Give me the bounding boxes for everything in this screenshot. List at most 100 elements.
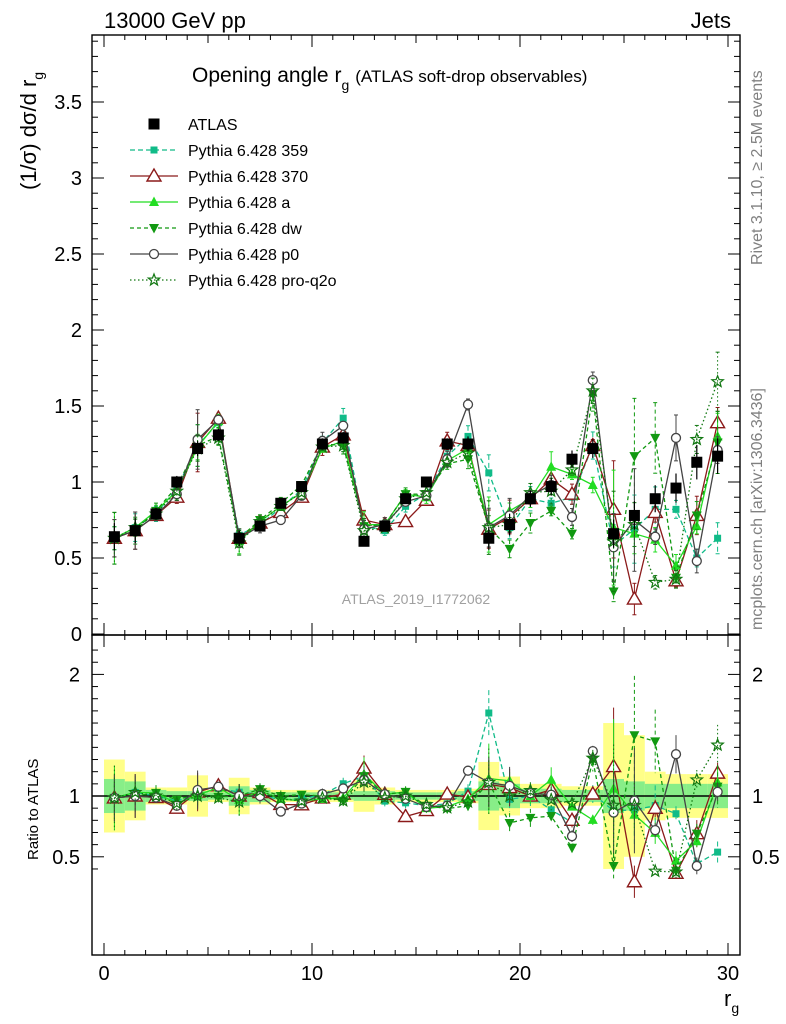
series-pp0 [109, 371, 723, 582]
ratio-point-pq2o [107, 790, 122, 805]
ratio-series-layer [106, 675, 726, 898]
x-tick-label: 20 [509, 963, 531, 985]
main-series-layer [106, 351, 726, 616]
point-pq2o [419, 484, 434, 499]
point-atlas [108, 531, 120, 543]
point-pp0 [566, 511, 578, 523]
series-atlas [108, 428, 724, 551]
ratio-point-pq2o [689, 772, 705, 787]
point-atlas [379, 520, 391, 532]
legend: ATLAS Pythia 6.428 359 Pythia 6.428 370 Pyt… [130, 117, 337, 290]
ratio-point-pq2o [481, 774, 497, 789]
point-atlas [504, 519, 516, 531]
ratio-point-pq2o [419, 796, 434, 811]
y-tick-label-main: 1.5 [54, 396, 82, 418]
point-atlas [358, 535, 370, 547]
legend-label-p359: Pythia 6.428 359 [188, 143, 308, 160]
ratio-point-pq2o [710, 737, 725, 752]
point-atlas [670, 482, 682, 494]
point-pq2o [564, 462, 580, 477]
point-pq2o [460, 445, 476, 460]
series-line-pp0 [114, 380, 719, 562]
ratio-point-pp0 [691, 860, 702, 872]
point-atlas [608, 528, 620, 540]
point-atlas [712, 450, 724, 462]
ratio-point-pdw [608, 862, 619, 872]
legend-label-pa: Pythia 6.428 a [188, 195, 290, 212]
ratio-series-pp0 [109, 735, 723, 875]
ratio-point-pp0 [670, 749, 682, 760]
main-y-axis-label: (1/σ) dσ/d rg [16, 72, 46, 190]
y-tick-label-ratio-right: 2 [752, 664, 763, 686]
point-pq2o [169, 483, 185, 498]
y-tick-label-main: 3 [71, 168, 82, 190]
legend-item-pa: Pythia 6.428 a [130, 195, 290, 212]
point-atlas [400, 493, 412, 505]
y-tick-label-main: 2 [71, 320, 82, 342]
point-pp0 [462, 399, 474, 410]
series-line-p370 [114, 416, 719, 600]
point-pdw [608, 587, 619, 597]
process-label: Jets [691, 8, 731, 33]
point-atlas [171, 476, 183, 488]
ratio-point-pq2o [377, 789, 393, 805]
ratio-point-pdw [525, 813, 536, 824]
legend-label-pp0: Pythia 6.428 p0 [188, 247, 299, 264]
svg-text:(1/σ) dσ/d rg: (1/σ) dσ/d rg [16, 72, 46, 190]
point-p370 [626, 590, 643, 605]
point-p359 [339, 414, 347, 422]
legend-item-pq2o: Pythia 6.428 pro-q2o [130, 272, 337, 290]
point-pp0 [338, 420, 349, 431]
point-pq2o [710, 374, 725, 388]
y-tick-label-ratio-right: 1 [752, 786, 763, 808]
ratio-point-pq2o [148, 788, 164, 803]
ratio-y-axis-label: Ratio to ATLAS [25, 759, 42, 860]
legend-item-p370: Pythia 6.428 370 [130, 167, 308, 186]
ratio-point-p370 [438, 785, 456, 800]
point-pq2o [668, 571, 684, 586]
y-tick-label-main: 0 [71, 624, 82, 646]
ratio-point-p370 [646, 799, 664, 814]
ratio-point-pq2o [127, 784, 143, 799]
point-atlas [483, 532, 495, 544]
y-tick-label-main: 1 [71, 472, 82, 494]
ratio-point-pq2o [564, 795, 580, 810]
point-atlas [649, 493, 661, 505]
legend-item-pp0: Pythia 6.428 p0 [130, 247, 299, 264]
ratio-point-pq2o [211, 790, 226, 805]
ratio-point-pq2o [647, 863, 663, 878]
legend-item-pdw: Pythia 6.428 dw [130, 221, 302, 238]
ratio-point-pdw [629, 731, 640, 741]
point-atlas [254, 520, 266, 532]
x-axis-label: rg [724, 986, 739, 1016]
ratio-point-pq2o [169, 795, 185, 810]
ratio-point-pp0 [462, 765, 474, 776]
ratio-series-pq2o [107, 724, 725, 880]
legend-marker-pa [149, 196, 159, 206]
ratio-point-pq2o [668, 864, 684, 879]
ratio-point-pa [546, 774, 557, 784]
ratio-point-pq2o [273, 791, 289, 806]
legend-item-p359: Pythia 6.428 359 [130, 143, 308, 160]
y-tick-label-ratio: 2 [69, 664, 80, 686]
point-atlas [337, 432, 349, 444]
point-p359 [714, 534, 722, 542]
ratio-point-pa [587, 814, 598, 824]
y-tick-label-main: 2.5 [54, 244, 82, 266]
point-atlas [545, 481, 557, 493]
point-p359 [672, 505, 680, 513]
ratio-point-p359 [714, 848, 722, 856]
point-pq2o [335, 437, 351, 452]
point-p370 [397, 513, 414, 528]
legend-marker-p359 [150, 146, 158, 154]
ratio-point-pq2o [294, 793, 309, 808]
legend-item-atlas: ATLAS [148, 117, 238, 134]
y-tick-label-main: 0.5 [54, 548, 82, 570]
point-pdw [525, 519, 536, 529]
ratio-point-pdw [504, 819, 515, 829]
point-atlas [192, 443, 204, 455]
series-line-pq2o [114, 381, 719, 584]
legend-label-pdw: Pythia 6.428 dw [188, 221, 302, 238]
point-pdw [504, 544, 515, 555]
